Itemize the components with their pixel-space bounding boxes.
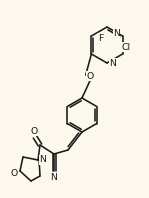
Text: O: O <box>86 71 93 81</box>
Text: N: N <box>51 172 57 182</box>
Text: N: N <box>110 58 116 68</box>
Text: O: O <box>30 127 38 135</box>
Text: Cl: Cl <box>121 43 130 51</box>
Text: N: N <box>113 30 120 38</box>
Text: N: N <box>40 155 46 165</box>
Text: O: O <box>10 168 18 177</box>
Text: F: F <box>98 33 103 43</box>
